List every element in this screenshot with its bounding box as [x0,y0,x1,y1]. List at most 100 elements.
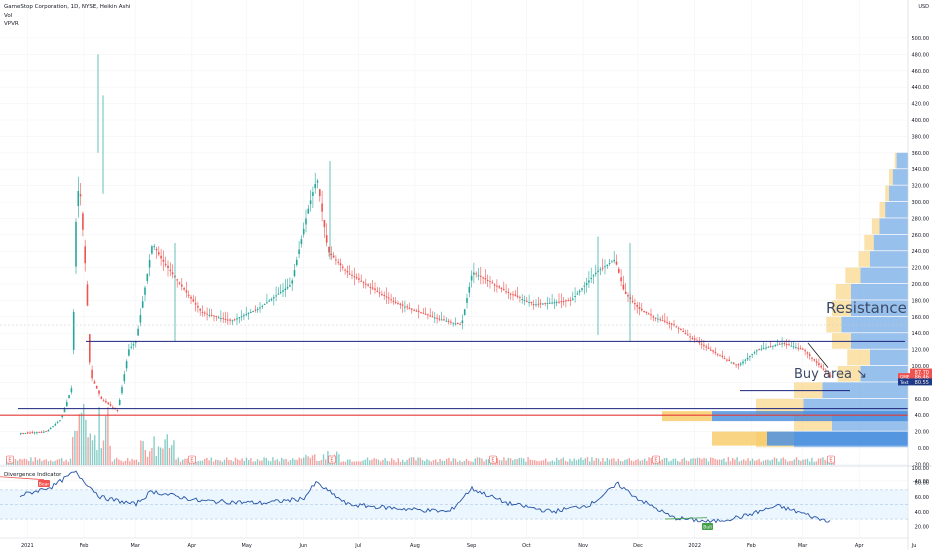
candle-body [206,313,208,315]
vpvr-bar-down [847,349,870,366]
volume-bar [36,459,39,465]
candle-body [765,347,767,349]
candle-body [772,345,774,347]
candle-body [480,275,482,277]
volume-bar [800,460,802,465]
candle-body [217,317,220,319]
volume-bar [366,457,369,465]
candle-body [689,336,691,338]
volume-bar [175,459,177,465]
candle-body [746,357,749,360]
candle-body [20,433,22,435]
volume-bar [131,458,133,465]
volume-bar [743,459,745,465]
volume-bar [314,454,316,465]
volume-bar [399,461,402,465]
candle-body [107,402,109,404]
time-tick-label: Feb [80,543,89,549]
candle-body [431,316,434,318]
currency-label: USD [918,4,929,10]
vpvr-bar-down [885,185,889,202]
vpvr-bar-up [822,382,908,398]
volume-bar [479,457,481,465]
candle-body [109,404,112,406]
volume-bar [118,459,120,465]
candle-body [737,364,740,366]
volume-bar [232,461,234,465]
candle-body [769,345,772,347]
volume-bar [45,459,47,465]
candle-body [670,323,673,325]
price-badge-text: 87.70 [915,370,929,376]
candle-body [551,302,553,304]
candle-body [578,290,581,293]
volume-bars [6,404,835,465]
volume-bar [69,458,72,465]
earnings-marker-label: E [330,458,333,464]
volume-bar [410,457,413,465]
vpvr-bar-down [858,251,870,267]
candle-body [328,246,330,253]
volume-bar [285,458,287,465]
volume-bar [415,460,417,465]
candle-body [227,319,229,321]
earnings-marker-label: E [190,458,193,464]
candle-body [484,278,487,280]
volume-bar [85,419,87,465]
volume-bar [252,461,254,465]
volume-bar [287,461,289,465]
volume-bar [177,457,179,465]
bull-label-box [702,523,713,530]
candle-body [733,362,735,364]
volume-bar [567,461,569,465]
volume-bar [278,461,281,465]
volume-bar [446,458,448,465]
price-tick-label: 480.00 [912,52,930,58]
time-tick-label: Mar [798,543,808,549]
vpvr-bar-down [889,169,893,185]
candle-body [378,292,381,294]
volume-bar [351,461,353,465]
volume-bar [14,459,17,465]
candle-body [178,282,181,284]
candle-body [190,296,192,299]
candle-body [606,264,609,267]
candle-body [374,288,376,290]
volume-bar [496,458,498,465]
candle-body [240,316,243,318]
volume-bar [619,460,622,465]
candle-body [788,344,790,346]
volume-bar [635,460,637,465]
price-tick-label: 280.00 [912,216,930,222]
volume-bar [452,458,454,465]
volume-bar [347,459,349,465]
volume-bar [87,437,89,465]
candle-body [388,297,390,299]
candle-body [112,407,114,409]
candle-body [353,276,356,278]
vpvr-bar-up [896,152,908,169]
volume-bar [267,460,270,465]
volume-bar [514,459,516,465]
volume-bar [404,461,406,465]
candle-body [572,298,574,300]
volume-bar [630,460,633,465]
volume-bar [395,461,397,465]
vpvr-bar-up [885,202,908,218]
candle-body [252,311,254,313]
candle-body [102,400,105,402]
candle-body [273,297,275,299]
candle-body [307,208,310,214]
volume-bar [358,461,360,465]
candle-body [312,192,314,196]
volume-bar [661,459,663,465]
earnings-marker [328,455,336,464]
candle-body [43,431,45,433]
volume-bar [782,457,784,465]
volume-bar [201,460,204,465]
candle-body [521,298,523,300]
candle-body [91,369,93,379]
candle-body [275,295,277,297]
